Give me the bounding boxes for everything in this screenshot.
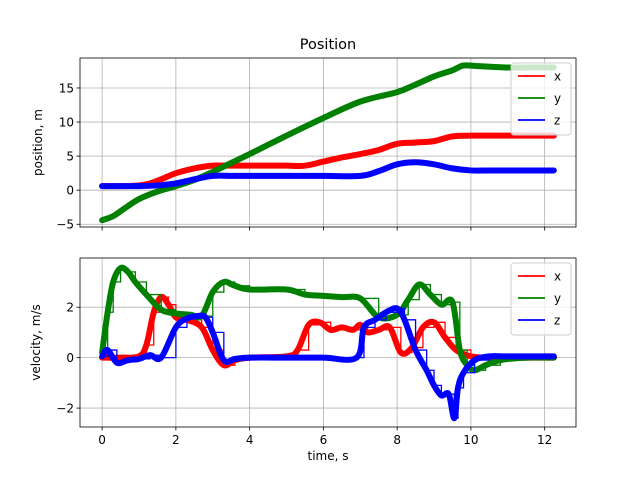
series-line-y: [99, 264, 557, 374]
position-plot: −5 0 5 10 15 Position position, m xyz: [31, 37, 577, 232]
series-line-x: [99, 293, 557, 369]
legend-box: [510, 262, 572, 336]
series-group: [99, 62, 557, 224]
y-tick-label: −5: [56, 218, 74, 232]
y-axis-label: velocity, m/s: [29, 304, 43, 381]
y-tick-label: 10: [59, 115, 74, 129]
x-tick-label: 2: [172, 433, 180, 447]
series-line-y: [99, 62, 557, 224]
x-tick-label: 0: [98, 433, 106, 447]
chart-title: Position: [300, 37, 356, 53]
axes-frame: [79, 57, 577, 228]
series-line-z: [99, 305, 557, 422]
axes-frame: [79, 257, 577, 428]
x-tick-label: 6: [320, 433, 328, 447]
legend-label-y: y: [554, 291, 561, 305]
y-tick-label: −2: [56, 401, 74, 415]
y-tick-label: 15: [59, 81, 74, 95]
x-axis-label: time, s: [308, 449, 349, 463]
legend-label-z: z: [554, 313, 560, 327]
series-line-z: [99, 159, 557, 190]
y-axis-label: position, m: [31, 109, 45, 176]
y-tick-label: 0: [66, 184, 74, 198]
legend-label-z: z: [554, 113, 560, 127]
velocity-plot: 0 2 4 6 8 10 12 −2 0 2 time, s velocity, m/s xyz: [29, 257, 577, 463]
series-line-x: [99, 132, 557, 190]
y-tick-label: 2: [66, 300, 74, 314]
legend: xyz: [510, 62, 572, 136]
x-tick-label: 12: [537, 433, 552, 447]
x-tick-label: 8: [393, 433, 401, 447]
x-tick-label: 4: [246, 433, 254, 447]
y-tick-label: 5: [66, 149, 74, 163]
legend-label-y: y: [554, 91, 561, 105]
y-tick-label: 0: [66, 351, 74, 365]
x-tick-label: 10: [463, 433, 478, 447]
legend-label-x: x: [554, 269, 561, 283]
series-group: [99, 264, 557, 422]
legend: xyz: [510, 262, 572, 336]
legend-label-x: x: [554, 69, 561, 83]
legend-box: [510, 62, 572, 136]
